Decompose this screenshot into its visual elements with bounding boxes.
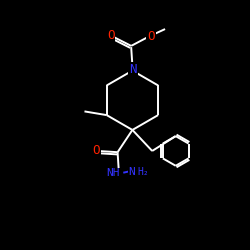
Text: N: N [129, 63, 137, 76]
Text: O: O [107, 29, 114, 42]
Text: O: O [92, 144, 100, 158]
Text: O: O [147, 30, 155, 43]
Text: N: N [128, 167, 135, 177]
Text: H₂: H₂ [137, 167, 149, 177]
Text: NH: NH [106, 168, 120, 178]
